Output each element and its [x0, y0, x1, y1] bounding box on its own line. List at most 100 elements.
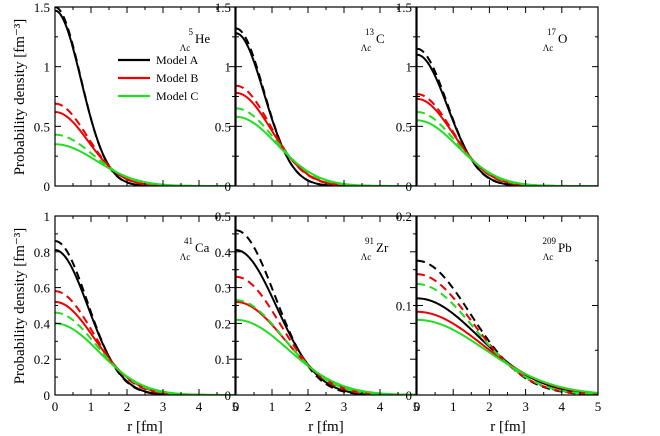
- y-tick-label: 0.3: [215, 281, 231, 296]
- x-tick-label: 1: [88, 399, 95, 414]
- y-tick-label: 0.2: [215, 316, 231, 331]
- nucleus-baryon: Λc: [361, 43, 372, 53]
- y-tick-label: 1: [225, 60, 232, 75]
- nucleus-baryon: Λc: [180, 43, 191, 53]
- x-tick-label: 0: [414, 399, 421, 414]
- series-model-b-solid: [417, 97, 598, 186]
- x-tick-label: 2: [486, 399, 493, 414]
- legend: Model A Model B Model C: [118, 53, 199, 103]
- y-tick-label: 0.2: [396, 209, 412, 224]
- y-tick-label: 1: [44, 209, 51, 224]
- series-model-c-dashed: [236, 299, 416, 395]
- y-axis-title-bottom: Probability density [fm⁻³]: [12, 228, 28, 385]
- series-model-a-solid: [236, 249, 416, 395]
- x-tick-label: 4: [196, 399, 203, 414]
- series-model-a-dashed: [236, 229, 416, 395]
- nucleus-baryon: Λc: [361, 252, 372, 262]
- series-model-c-solid: [55, 143, 235, 186]
- x-tick-label: 4: [559, 399, 566, 414]
- y-tick-label: 0.5: [396, 119, 412, 134]
- series-model-a-dashed: [417, 47, 598, 186]
- x-tick-label: 4: [377, 399, 384, 414]
- curves: [236, 27, 416, 186]
- nucleus-mass: 41: [184, 236, 193, 246]
- y-tick-label: 0.1: [396, 299, 412, 314]
- y-tick-label: 0.6: [34, 281, 51, 296]
- y-tick-label: 1.5: [215, 0, 231, 15]
- y-tick-label: 0.5: [215, 209, 231, 224]
- series-model-b-solid: [55, 300, 235, 395]
- x-tick-label: 5: [232, 399, 239, 414]
- y-tick-label: 0: [225, 388, 232, 403]
- nucleus-mass: 17: [547, 27, 557, 37]
- nucleus-element: Pb: [558, 240, 572, 255]
- curves: [55, 240, 235, 395]
- x-tick-label: 2: [305, 399, 312, 414]
- nucleus-label: 41 Λc Ca: [180, 236, 210, 262]
- series-model-c-dashed: [55, 133, 235, 186]
- y-tick-label: 0: [225, 179, 232, 194]
- nucleus-baryon: Λc: [543, 252, 554, 262]
- x-tick-label: 3: [160, 399, 167, 414]
- y-tick-label: 0.4: [34, 316, 51, 331]
- x-tick-label: 0: [52, 399, 59, 414]
- nucleus-baryon: Λc: [543, 43, 554, 53]
- nucleus-baryon: Λc: [180, 252, 191, 262]
- x-tick-label: 1: [269, 399, 276, 414]
- y-tick-label: 0.2: [34, 352, 50, 367]
- series-model-b-dashed: [417, 93, 598, 186]
- series-model-c-dashed: [417, 283, 598, 395]
- y-tick-label: 0.1: [215, 352, 231, 367]
- y-tick-label: 0.5: [34, 119, 50, 134]
- nucleus-label: 91 Λc Zr: [361, 236, 389, 262]
- curves: [236, 229, 416, 395]
- series-model-c-dashed: [236, 107, 416, 186]
- series-model-a-dashed: [55, 240, 235, 395]
- x-tick-label: 2: [124, 399, 131, 414]
- nucleus-mass: 5: [189, 27, 194, 37]
- x-axis-title-right: r [fm]: [490, 419, 525, 435]
- nucleus-label: 17 Λc O: [543, 27, 568, 53]
- x-tick-label: 3: [522, 399, 529, 414]
- series-model-a-solid: [236, 32, 416, 186]
- plot-frame: [235, 6, 417, 187]
- nucleus-label: 13 Λc C: [361, 27, 385, 53]
- y-tick-label: 0.5: [215, 119, 231, 134]
- series-model-c-solid: [417, 119, 598, 186]
- curves: [417, 47, 598, 186]
- x-tick-label: 5: [595, 399, 602, 414]
- y-tick-label: 1: [44, 60, 51, 75]
- series-model-c-dashed: [417, 111, 598, 186]
- nucleus-element: He: [195, 31, 210, 46]
- series-model-a-dashed: [236, 27, 416, 186]
- nucleus-element: Ca: [195, 240, 210, 255]
- series-model-b-solid: [236, 300, 416, 395]
- y-tick-label: 0.4: [215, 245, 232, 260]
- y-tick-label: 0: [44, 388, 51, 403]
- y-axis-title-top: Probability density [fm⁻³]: [12, 19, 28, 176]
- panel-2: 0 0.5 1 1.5 13 Λc C: [215, 0, 417, 194]
- nucleus-element: C: [376, 31, 385, 46]
- plot-frame: [235, 215, 417, 396]
- nucleus-element: Zr: [376, 240, 389, 255]
- y-tick-label: 0.8: [34, 245, 50, 260]
- x-tick-label: 3: [341, 399, 348, 414]
- nucleus-mass: 209: [543, 236, 557, 246]
- y-tick-label: 1: [406, 60, 413, 75]
- x-tick-label: 1: [450, 399, 457, 414]
- series-model-c-solid: [417, 318, 598, 394]
- series-model-b-dashed: [55, 290, 235, 395]
- nucleus-label: 209 Λc Pb: [543, 236, 572, 262]
- nucleus-element: O: [558, 31, 567, 46]
- y-tick-label: 1.5: [396, 0, 412, 15]
- series-model-a-solid: [417, 297, 598, 395]
- curves: [417, 259, 598, 395]
- y-tick-label: 1.5: [34, 0, 50, 15]
- series-model-b-solid: [417, 310, 598, 395]
- x-tick-label: 5: [413, 399, 420, 414]
- series-model-b-dashed: [55, 102, 235, 186]
